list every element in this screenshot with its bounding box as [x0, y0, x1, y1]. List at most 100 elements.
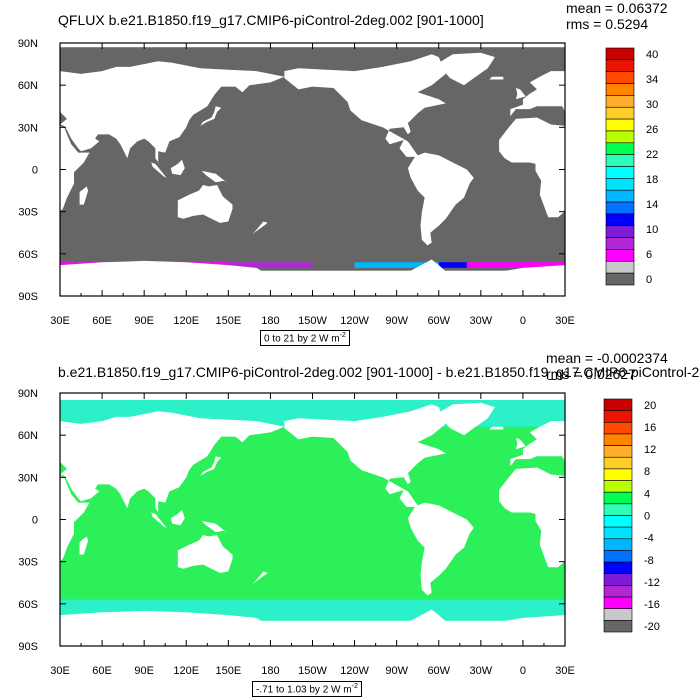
land-africa — [499, 117, 565, 218]
chart1-colorbar-swatch — [605, 47, 635, 61]
land-uk — [515, 438, 526, 450]
land-americas — [284, 404, 474, 596]
chart2-colorbar-label: -4 — [644, 533, 654, 545]
land-borneo — [170, 159, 185, 176]
chart2-colorbar-label: -8 — [644, 555, 654, 567]
chart2-colorbar-swatch — [603, 515, 633, 528]
land-madagascar — [585, 536, 594, 554]
chart2-mean: mean = -0.0002374 — [546, 350, 668, 366]
chart1-colorbar-swatch — [605, 213, 635, 227]
land-japan — [200, 106, 222, 126]
land-africa — [60, 475, 90, 562]
land-antarctica_top — [60, 609, 565, 646]
chart1-colorbar-swatch — [605, 106, 635, 120]
chart1-colorbar-swatch — [605, 201, 635, 215]
chart1-y-tick-label: 60S — [18, 249, 38, 261]
land-eurasia — [510, 71, 565, 125]
chart1-colorbar-label: 14 — [646, 199, 658, 211]
chart1-x-tick-label: 150W — [298, 315, 327, 327]
chart2-colorbar-swatch — [603, 596, 633, 609]
chart1-colorbar-label: 40 — [646, 49, 658, 61]
chart2-x-tick-label: 60W — [427, 665, 450, 677]
land-iceland — [489, 76, 504, 80]
chart2-colorbar-swatch — [603, 550, 633, 563]
land-newguinea — [201, 170, 229, 184]
land-sumatra — [151, 512, 167, 528]
chart1-colorbar-swatch — [605, 59, 635, 72]
chart1-colorbar-swatch — [605, 166, 635, 179]
land-eurasia — [510, 421, 565, 475]
land-iceland — [489, 426, 504, 430]
chart1-x-tick-label: 90W — [385, 315, 408, 327]
chart2-y-tick-label: 90S — [18, 641, 38, 653]
land-eurasia — [60, 411, 285, 519]
chart2-units-exp: -2 — [351, 683, 358, 690]
chart2-x-tick-label: 60E — [92, 665, 112, 677]
chart2-x-tick-label: 30W — [470, 665, 493, 677]
chart2-y-tick-label: 30N — [18, 472, 38, 484]
chart1-colorbar-label: 10 — [646, 224, 658, 236]
chart2-colorbar-swatch — [603, 620, 633, 633]
chart1-colorbar-label: 18 — [646, 174, 658, 186]
land-australia — [177, 535, 233, 573]
chart2-rms: rms = 0.02627 — [546, 366, 636, 382]
chart1-x-tick-label: 90E — [134, 315, 154, 327]
chart2-x-tick-label: 0 — [520, 665, 526, 677]
land-sumatra — [151, 162, 167, 178]
land-japan — [200, 456, 222, 476]
land-americas — [284, 54, 474, 246]
chart1-colorbar-swatch — [605, 83, 635, 96]
land-australia — [683, 185, 700, 223]
land-antarctica_top — [60, 259, 565, 296]
chart2-title: b.e21.B1850.f19_g17.CMIP6-piControl-2deg… — [58, 364, 700, 380]
chart2-plot-area: 30E 60E 90E 120E 150E 180 150W 120W 90W 60W 30W 0 30… — [18, 388, 700, 677]
chart2-y-tick-label: 0 — [32, 515, 38, 527]
chart1-y-tick-label: 30N — [18, 122, 38, 134]
chart2-colorbar-swatch — [603, 398, 633, 411]
chart2-colorbar-swatch — [603, 538, 633, 551]
chart1-colorbar-label: 30 — [646, 99, 658, 111]
chart1-colorbar-swatch — [605, 260, 635, 274]
chart1-colorbar-swatch — [605, 95, 635, 108]
chart1-x-tick-label: 180 — [261, 315, 279, 327]
chart1-units-exp: -2 — [339, 332, 346, 339]
chart1-y-tick-label: 30S — [18, 207, 38, 219]
chart2-x-tick-label: 150W — [298, 665, 327, 677]
chart1-colorbar-swatch — [605, 249, 635, 262]
chart1-x-tick-label: 30W — [470, 315, 493, 327]
land-borneo — [676, 510, 690, 525]
chart2-x-tick-label: 90W — [385, 665, 408, 677]
chart1-y-tick-label: 90N — [18, 38, 38, 50]
chart1-colorbar-swatch — [605, 189, 635, 203]
chart2-units-label: -.71 to 1.03 by 2 W m — [256, 684, 352, 696]
land-greenland — [438, 52, 495, 86]
land-uk — [515, 88, 526, 100]
land-newguinea — [201, 520, 229, 534]
chart2-x-tick-label: 30E — [50, 665, 70, 677]
chart1-plot-area: 30E 60E 90E 120E 150E 180 150W 120W 90W 60W 30W 0 30… — [18, 38, 700, 327]
chart2-colorbar-swatch — [603, 573, 633, 586]
chart1-colorbar-label: 0 — [646, 274, 652, 286]
chart2-colorbar-swatch — [603, 480, 633, 493]
chart1-x-tick-label: 30E — [50, 315, 70, 327]
land-madagascar — [79, 186, 89, 205]
chart1-x-tick-label: 120E — [173, 315, 199, 327]
land-greenland — [438, 402, 495, 436]
chart1-x-tick-label: 0 — [520, 315, 526, 327]
chart1-colorbar-swatch — [605, 142, 635, 155]
land-antarctica_top — [565, 610, 700, 647]
chart2-colorbar-swatch — [603, 585, 633, 598]
chart1-x-tick-label: 60W — [427, 315, 450, 327]
land-borneo — [170, 509, 185, 526]
land-madagascar — [79, 536, 89, 555]
chart1-y-tick-label: 60N — [18, 80, 38, 92]
chart2-x-tick-label: 120E — [173, 665, 199, 677]
chart2-x-tick-label: 30E — [555, 665, 575, 677]
chart1-antarctic-fringe — [354, 262, 439, 268]
chart2-x-tick-label: 120W — [340, 665, 369, 677]
chart2-x-tick-label: 90E — [134, 665, 154, 677]
chart2-colorbar-swatch — [603, 421, 633, 435]
chart2-colorbar-label: 20 — [644, 400, 656, 412]
chart2-colorbar-swatch — [603, 491, 633, 505]
